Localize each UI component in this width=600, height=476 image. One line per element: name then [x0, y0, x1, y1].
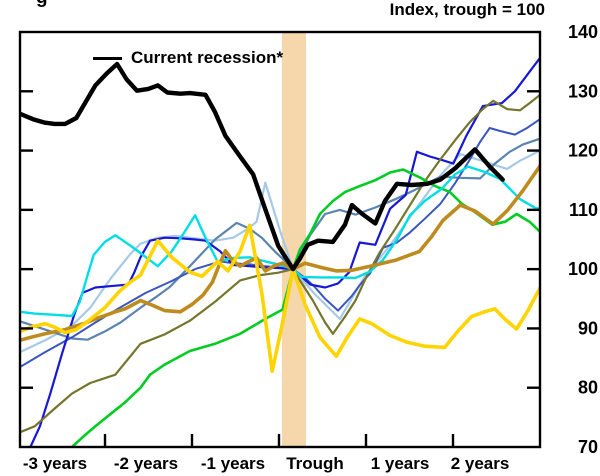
x-tick-label: -2 years	[114, 454, 178, 473]
y-tick-label: 120	[568, 141, 598, 161]
series-cyan	[20, 165, 540, 318]
y-tick-label: 80	[578, 378, 598, 398]
trough-band	[282, 32, 306, 447]
x-tick-label: 2 years	[451, 454, 510, 473]
series-dark-goldenrod	[20, 164, 540, 343]
y-tick-label: 130	[568, 81, 598, 101]
legend-line-sample	[93, 56, 122, 60]
series-yellow	[20, 223, 540, 373]
y-axis-title: Index, trough = 100	[389, 0, 545, 19]
series-steel-blue	[20, 137, 540, 341]
x-tick-label: Trough	[286, 454, 344, 473]
legend: Current recession*	[93, 48, 283, 68]
legend-label: Current recession*	[131, 48, 284, 67]
series-olive	[20, 93, 540, 434]
y-tick-label: 110	[569, 200, 598, 220]
y-tick-label: 100	[568, 259, 598, 279]
y-tick-label: 140	[568, 22, 598, 42]
y-tick-label: 70	[578, 437, 598, 457]
plot-frame	[18, 30, 542, 449]
y-tick-label: 90	[578, 318, 598, 338]
x-tick-label: -1 years	[201, 454, 265, 473]
clipped-figure-label: g	[36, 0, 48, 9]
x-tick-label: 1 years	[371, 454, 430, 473]
series-current-recession	[20, 61, 505, 272]
x-tick-label: -3 years	[23, 454, 87, 473]
